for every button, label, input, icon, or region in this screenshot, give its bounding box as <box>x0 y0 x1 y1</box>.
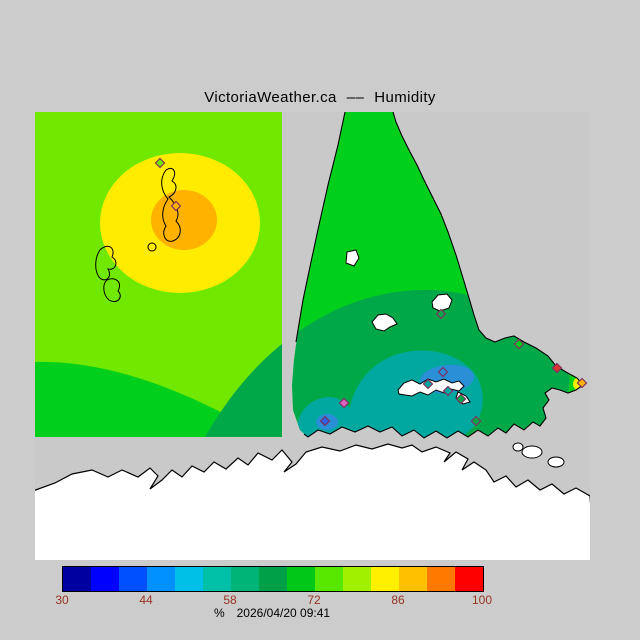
small-lake-outline <box>147 242 157 252</box>
colorbar <box>62 566 484 592</box>
colorbar-segment <box>315 567 343 591</box>
colorbar-segment <box>399 567 427 591</box>
station-marker[interactable] <box>455 393 467 405</box>
colorbar-segment <box>91 567 119 591</box>
colorbar-tick-label: 44 <box>139 593 153 607</box>
olympic-peninsula <box>35 443 590 560</box>
colorbar-tick-label: 86 <box>391 593 405 607</box>
colorbar-ticks: 30 44 58 72 86 100 <box>55 593 492 607</box>
colorbar-segment <box>231 567 259 591</box>
inland-features <box>95 167 471 405</box>
colorbar-segment <box>427 567 455 591</box>
san-juan-island <box>521 445 543 459</box>
colorbar-segment <box>343 567 371 591</box>
colorbar-tick-label: 72 <box>307 593 321 607</box>
colorbar-tick-label: 100 <box>471 593 493 607</box>
contour-region-green-band <box>35 361 262 437</box>
scale-caption: % 2026/04/20 09:41 <box>62 606 482 620</box>
metric-name: Humidity <box>374 89 436 106</box>
station-marker[interactable] <box>442 385 454 397</box>
station-markers-layer <box>154 157 588 427</box>
colorbar-segment <box>63 567 91 591</box>
station-marker[interactable] <box>551 362 563 374</box>
colorbar-tick-label: 30 <box>55 593 69 607</box>
island-coastline <box>295 111 584 439</box>
sooke-basin-outline <box>95 245 117 281</box>
saanich-inlet-coast <box>295 111 346 343</box>
station-marker[interactable] <box>435 308 447 320</box>
colorbar-segment <box>147 567 175 591</box>
station-marker[interactable] <box>422 378 434 390</box>
contour-region-orange <box>151 190 217 250</box>
esquimalt-harbour <box>371 313 398 332</box>
south-landmass <box>35 442 590 560</box>
site-name: VictoriaWeather.ca <box>204 89 337 106</box>
south-east-coast <box>303 111 584 439</box>
colorbar-segment <box>203 567 231 591</box>
victoria-harbour-lake <box>397 378 465 397</box>
page-title: VictoriaWeather.ca –– Humidity <box>0 89 640 106</box>
station-marker[interactable] <box>319 415 331 427</box>
colorbar-tick-label: 58 <box>223 593 237 607</box>
elk-lake <box>431 293 453 312</box>
station-marker[interactable] <box>170 200 182 212</box>
colorbar-segment <box>119 567 147 591</box>
san-juan-island <box>547 456 565 468</box>
inlet-lake <box>345 249 360 267</box>
timestamp: 2026/04/20 09:41 <box>236 606 331 620</box>
station-marker[interactable] <box>437 366 449 378</box>
station-marker[interactable] <box>576 377 588 389</box>
units-label: % <box>213 606 225 620</box>
humidity-contour-field <box>35 112 583 438</box>
station-marker[interactable] <box>513 338 525 350</box>
colorbar-segment <box>175 567 203 591</box>
title-dashes: –– <box>346 89 365 106</box>
station-marker[interactable] <box>470 415 482 427</box>
colorbar-segment <box>371 567 399 591</box>
colorbar-segment <box>287 567 315 591</box>
langford-lakes-outline <box>161 167 181 242</box>
station-marker[interactable] <box>154 157 166 169</box>
sooke-harbour-outline <box>103 278 121 303</box>
colorbar-segment <box>259 567 287 591</box>
station-marker[interactable] <box>338 397 350 409</box>
san-juan-island <box>512 442 524 452</box>
colorbar-segment <box>455 567 483 591</box>
colorbar-segments <box>63 567 483 591</box>
